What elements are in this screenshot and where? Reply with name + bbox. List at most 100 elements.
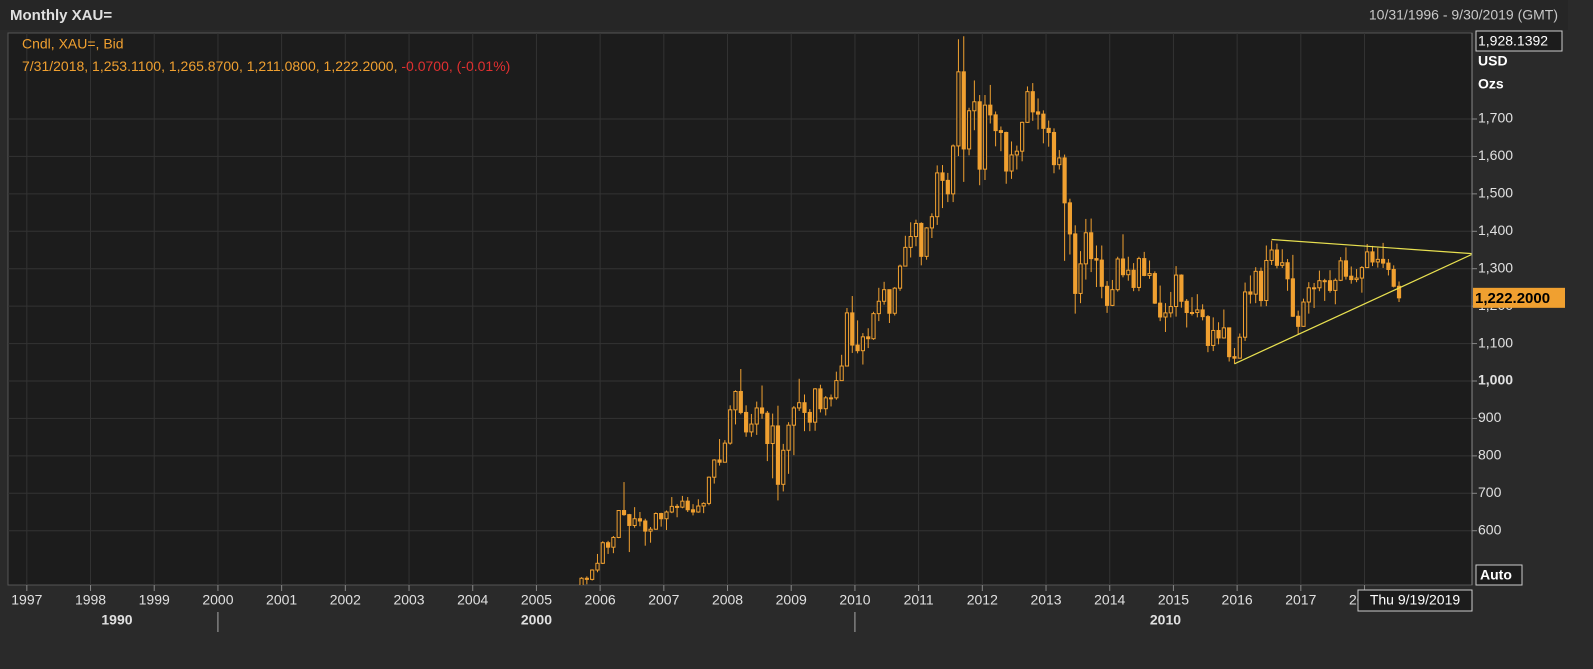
candle-body (1290, 278, 1295, 317)
candle-body (1179, 274, 1184, 302)
candle-body (706, 476, 712, 504)
candle-body (738, 390, 743, 413)
candle-body (584, 577, 589, 580)
candle-body (1120, 258, 1126, 276)
candle-body (993, 114, 998, 132)
candle-body (621, 510, 627, 516)
scale-mode-box[interactable] (1475, 564, 1523, 586)
decade-label: 2010 (1150, 612, 1181, 628)
candle-body (802, 402, 807, 413)
candle-body (1083, 232, 1088, 265)
candle-body (1126, 269, 1131, 276)
candle-body (1073, 233, 1078, 294)
candle-body (733, 390, 738, 411)
candle-body (945, 179, 950, 195)
candle-body (813, 388, 818, 423)
candle-body (611, 536, 616, 548)
candle-body (1173, 274, 1179, 308)
candle-body (1359, 267, 1364, 279)
candle-body (759, 407, 765, 414)
candle-body (1349, 275, 1354, 281)
candle-body (919, 222, 924, 257)
candle-body (1168, 306, 1173, 314)
candle-body (807, 411, 812, 423)
candle-body (696, 505, 701, 513)
unit-label: USD (1478, 53, 1508, 69)
candle-body (834, 380, 839, 399)
y-tick-label: 1,300 (1478, 259, 1513, 275)
candle-body (579, 577, 584, 585)
candle-body (1009, 154, 1014, 172)
candle-body (643, 520, 648, 532)
y-tick-label: 700 (1478, 484, 1502, 500)
x-tick-label: 2000 (202, 592, 233, 608)
scale-mode[interactable]: Auto (1480, 567, 1512, 583)
y-tick-label: 1,500 (1478, 185, 1513, 201)
y-tick-label: 1,100 (1478, 334, 1513, 350)
x-tick-label: 1999 (139, 592, 170, 608)
y-tick-label: 1,700 (1478, 110, 1513, 126)
candle-body (1237, 336, 1242, 359)
candle-body (839, 365, 844, 382)
candle-body (1014, 150, 1019, 156)
candle-body (850, 312, 855, 346)
candle-body (1211, 329, 1216, 346)
candle-body (605, 542, 611, 548)
candle-body (765, 412, 770, 445)
x-tick-label: 2011 (904, 592, 934, 608)
y-tick-label: 800 (1478, 447, 1502, 463)
candle-body (1248, 291, 1253, 295)
y-max-box (1475, 30, 1563, 52)
trendline (1271, 238, 1472, 255)
candle-body (1136, 258, 1142, 288)
candle-body (685, 500, 690, 511)
x-tick-label: 2008 (712, 592, 743, 608)
candle-body (1269, 249, 1274, 261)
candle-body (1354, 277, 1359, 281)
candle-body (749, 423, 754, 433)
y-max-label: 1,928.1392 (1478, 33, 1548, 49)
candle-body (770, 425, 775, 445)
candle-body (860, 336, 865, 352)
candle-body (632, 518, 637, 526)
candle-body (659, 513, 664, 520)
candle-body (1195, 309, 1200, 314)
candle-body (1004, 131, 1009, 172)
candle-body (1104, 285, 1110, 306)
candle-body (929, 216, 934, 229)
candle-body (775, 425, 781, 485)
candle-body (717, 459, 722, 463)
trendline (1234, 253, 1472, 365)
candle-body (1242, 291, 1248, 338)
candle-body (1062, 157, 1067, 204)
candle-body (722, 442, 727, 463)
last-price-label: 1,222.2000 (1475, 290, 1550, 307)
candle-body (1020, 121, 1025, 152)
candle-body (712, 459, 717, 478)
candle-body (1057, 157, 1062, 166)
candle-body (1391, 268, 1396, 287)
x-tick-label: 2014 (1094, 592, 1125, 608)
candle-body (892, 287, 897, 314)
candle-body (1365, 251, 1370, 269)
header-bar (0, 0, 1568, 30)
candle-body (1327, 280, 1333, 291)
candle-body (1312, 287, 1317, 290)
candle-body (1258, 270, 1264, 302)
candle-body (828, 397, 834, 400)
candle-body (786, 424, 791, 451)
candle-body (887, 289, 892, 314)
candle-body (1333, 279, 1338, 291)
decade-label: 2000 (521, 612, 552, 628)
candle-body (1067, 202, 1073, 235)
legend-line: 7/31/2018, 1,253.1100, 1,265.8700, 1,211… (22, 58, 510, 74)
candle-body (876, 300, 881, 315)
candle-body (744, 411, 749, 433)
candle-body (1296, 315, 1301, 327)
candle-body (823, 397, 828, 410)
x-tick-label: 2017 (1285, 592, 1316, 608)
candle-body (1152, 273, 1157, 304)
y-tick-label: 900 (1478, 409, 1502, 425)
grid (8, 33, 1472, 585)
